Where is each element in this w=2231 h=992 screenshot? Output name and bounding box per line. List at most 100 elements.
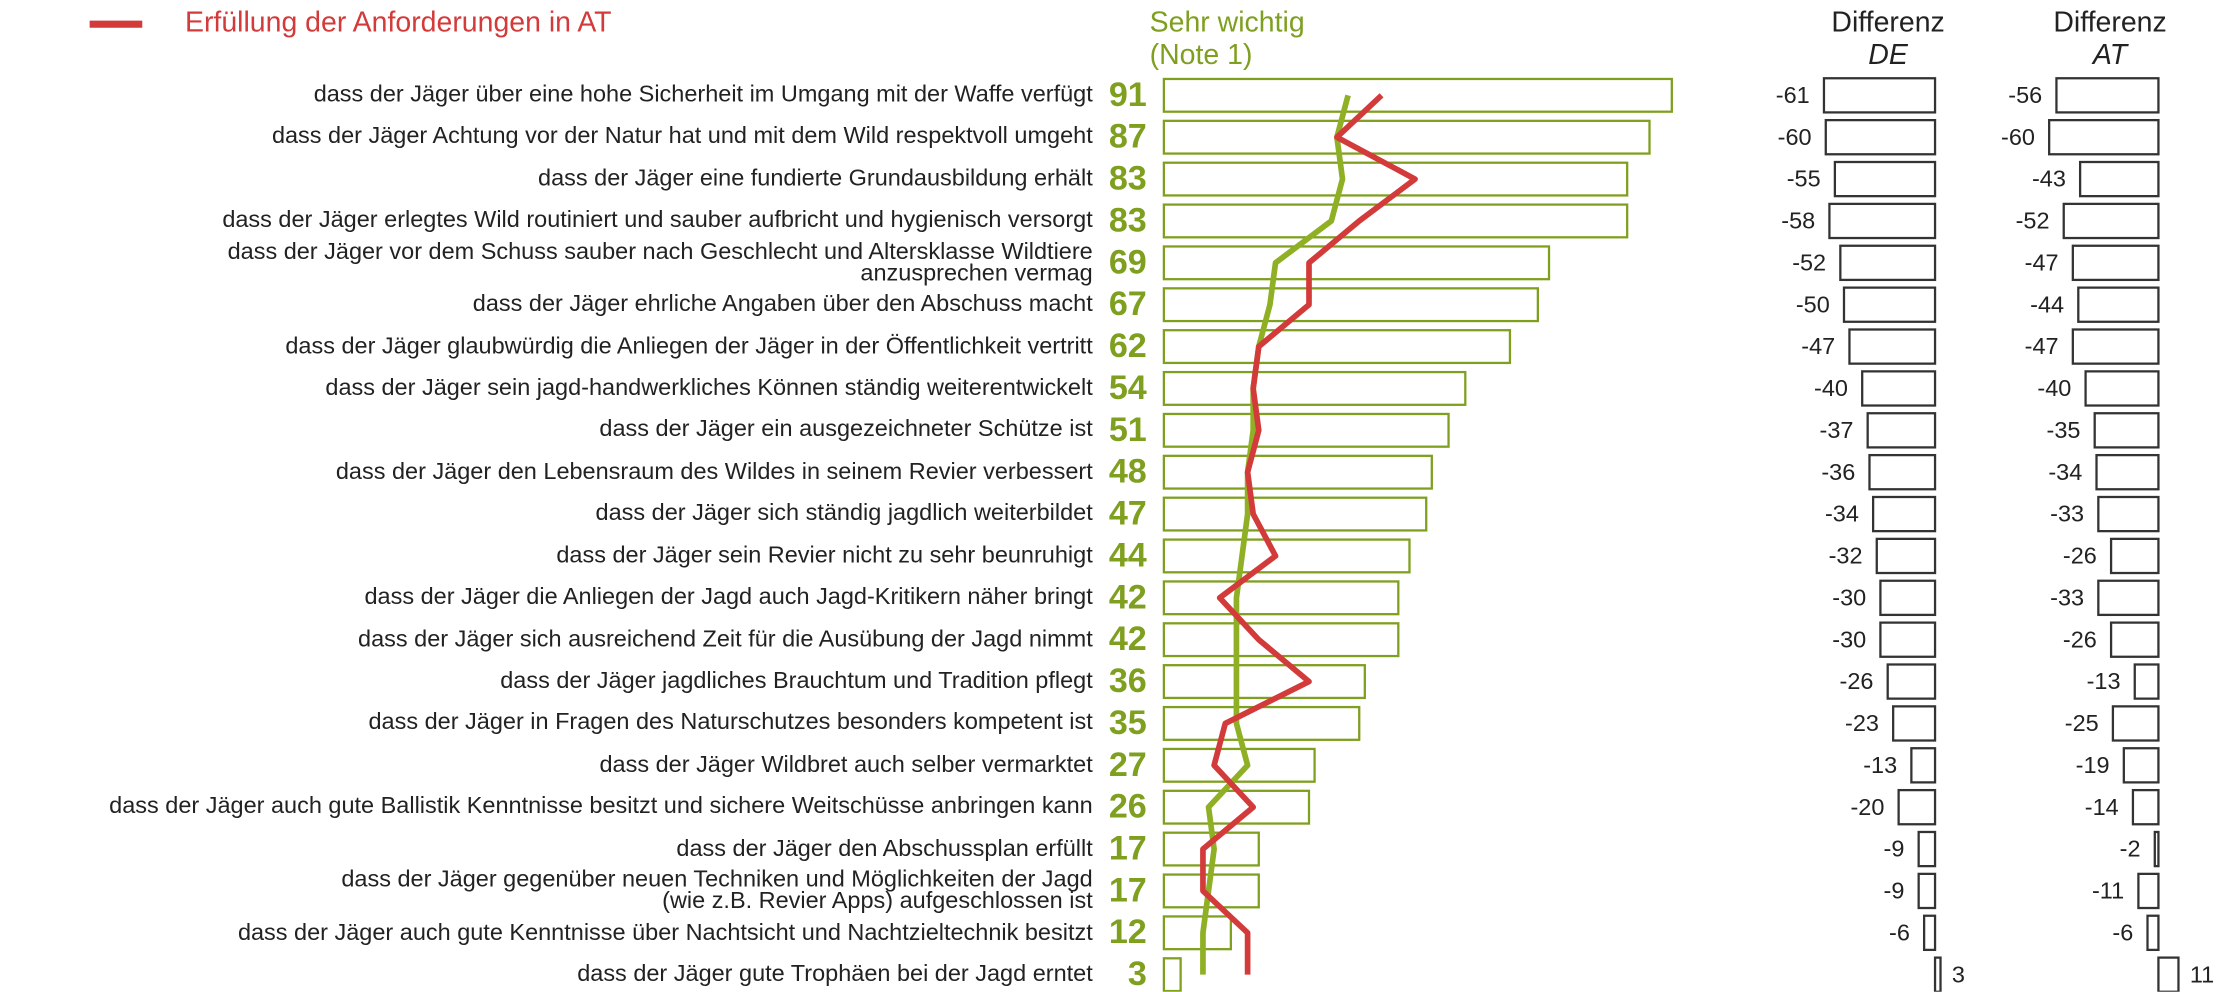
diff-label: -19: [2076, 752, 2110, 778]
diff-label: -32: [1829, 543, 1863, 569]
value-label: 17: [1109, 871, 1147, 909]
bar: [1162, 119, 1651, 155]
diff-bar: [2131, 788, 2160, 826]
diff-label: -23: [1845, 710, 1879, 736]
diff-bar: [2071, 244, 2160, 282]
category-label: dass der Jäger gegenüber neuen Techniken…: [341, 866, 1093, 914]
value-label: 91: [1109, 76, 1147, 114]
diff-bar: [1910, 747, 1937, 784]
diff-bar: [2078, 160, 2160, 198]
diff-label: -47: [1801, 333, 1835, 359]
diff-bar: [2095, 453, 2160, 491]
diff-label: -6: [2112, 919, 2133, 945]
diff-bar: [2093, 412, 2160, 449]
category-label: dass der Jäger eine fundierte Grundausbi…: [538, 165, 1093, 192]
diff-bar: [1868, 453, 1937, 491]
diff-bar: [2097, 579, 2160, 617]
diff-label: -9: [1884, 878, 1905, 904]
diff-bar: [1875, 537, 1937, 575]
value-label: 3: [1128, 955, 1147, 992]
bar: [1162, 454, 1433, 490]
diff-bar: [1842, 286, 1937, 323]
diff-bar: [1897, 788, 1937, 826]
diff-label: -20: [1850, 794, 1884, 820]
diff-bar: [1828, 202, 1937, 240]
bar: [1162, 412, 1450, 448]
diff-label: -26: [2063, 543, 2097, 569]
diff-label: -30: [1832, 626, 1866, 652]
category-label: dass der Jäger erlegtes Wild routiniert …: [222, 207, 1093, 234]
diff-bar: [1922, 914, 1937, 952]
diff-label: -33: [2050, 501, 2084, 527]
category-label: dass der Jäger in Fragen des Naturschutz…: [368, 709, 1093, 736]
diff-label: -26: [1840, 668, 1874, 694]
value-label: 47: [1109, 495, 1147, 533]
value-label: 17: [1109, 829, 1147, 867]
category-label: dass der Jäger über eine hohe Sicherheit…: [313, 81, 1093, 108]
bar: [1162, 538, 1411, 574]
diff-label: -52: [1792, 249, 1826, 275]
diff-label: -43: [2032, 166, 2066, 192]
value-label: 42: [1109, 578, 1147, 616]
bar: [1162, 287, 1539, 323]
value-label: 83: [1109, 160, 1147, 198]
diff-label: -30: [1832, 584, 1866, 610]
value-label: 67: [1109, 285, 1147, 323]
category-label: dass der Jäger sein jagd-handwerkliches …: [325, 374, 1093, 401]
diff-bar: [2077, 286, 2160, 323]
diff-label: 3: [1952, 961, 1965, 987]
diff-bar: [1866, 412, 1937, 449]
value-label: 48: [1109, 453, 1147, 491]
diff-label: -44: [2030, 291, 2064, 317]
category-label: dass der Jäger sein Revier nicht zu sehr…: [556, 542, 1093, 569]
bar: [1162, 370, 1467, 406]
category-label: dass der Jäger die Anliegen der Jagd auc…: [364, 584, 1093, 610]
legend-label: Erfüllung der Anforderungen in AT: [184, 7, 612, 39]
category-label: dass der Jäger auch gute Kenntnisse über…: [237, 919, 1093, 945]
diff-label: -60: [1778, 124, 1812, 150]
category-label: dass der Jäger vor dem Schuss sauber nac…: [227, 238, 1093, 286]
bar: [1162, 203, 1629, 239]
diff-bar: [1839, 244, 1937, 282]
value-label: 42: [1109, 620, 1147, 658]
category-label: dass der Jäger sich ausreichend Zeit für…: [358, 626, 1093, 652]
diff-label: -47: [2025, 333, 2059, 359]
category-label: dass der Jäger ein ausgezeichneter Schüt…: [599, 416, 1093, 443]
column-header: Sehr wichtig (Note 1): [1149, 7, 1305, 72]
diff-bar: [2133, 663, 2160, 700]
diff-label: -14: [2085, 794, 2119, 820]
diff-bar: [2071, 328, 2160, 365]
diff-bar: [1933, 956, 1942, 992]
diff-bar: [2137, 872, 2160, 910]
bar: [1162, 77, 1673, 113]
diff-bar: [2157, 956, 2180, 992]
column-header: Differenz: [1831, 7, 1945, 39]
column-subheader: DE: [1868, 39, 1908, 72]
bar: [1162, 622, 1400, 658]
diff-bar: [2084, 370, 2160, 407]
diff-bar: [1879, 621, 1937, 658]
bar: [1162, 245, 1551, 281]
category-label: dass der Jäger Wildbret auch selber verm…: [599, 751, 1093, 778]
line: [1200, 94, 1351, 975]
category-label: dass der Jäger ehrliche Angaben über den…: [472, 291, 1093, 317]
diff-bar: [2062, 202, 2160, 240]
diff-label: -61: [1776, 82, 1810, 108]
diff-bar: [2122, 747, 2160, 784]
diff-bar: [2048, 118, 2160, 156]
bar: [1162, 329, 1512, 365]
bar: [1162, 957, 1182, 992]
column-header: Differenz: [2053, 7, 2167, 39]
diff-label: -25: [2065, 710, 2099, 736]
diff-bar: [1833, 160, 1937, 198]
diff-label: -52: [2016, 208, 2050, 234]
value-label: 36: [1109, 662, 1147, 700]
diff-bar: [2153, 830, 2160, 868]
diff-bar: [1871, 495, 1937, 533]
category-label: dass der Jäger jagdliches Brauchtum und …: [500, 668, 1093, 694]
diff-label: -9: [1884, 836, 1905, 862]
diff-bar: [2111, 705, 2160, 742]
